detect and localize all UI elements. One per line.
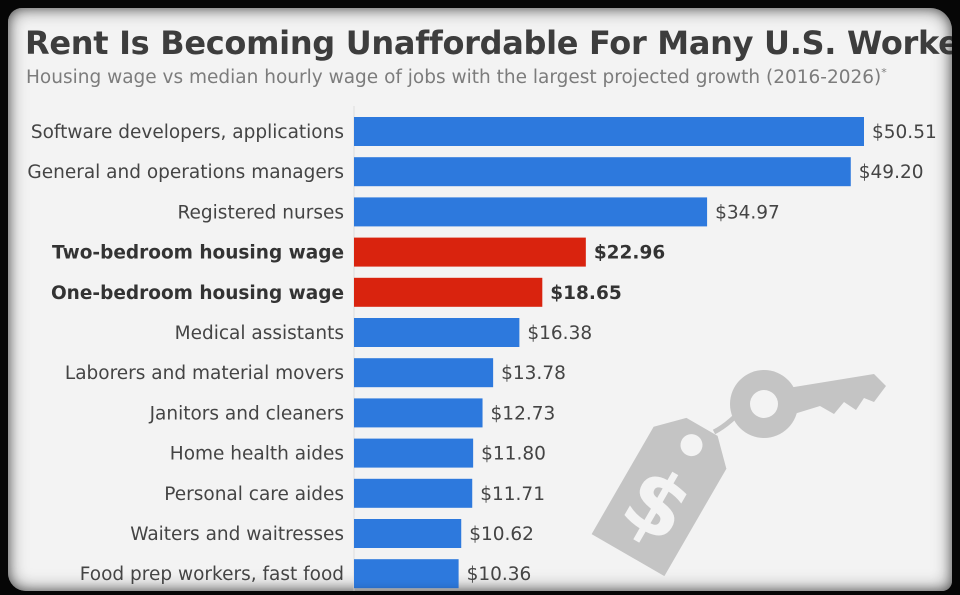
category-label: Home health aides	[170, 444, 344, 465]
category-label: One-bedroom housing wage	[51, 283, 344, 304]
category-label: Medical assistants	[175, 323, 344, 344]
bar-chart: $ Software developers, applications $50.5…	[27, 106, 937, 591]
chart-title: Rent Is Becoming Unaffordable For Many U…	[25, 24, 952, 62]
value-label: $13.78	[501, 363, 566, 384]
value-label: $16.38	[527, 323, 592, 344]
value-label: $10.36	[467, 564, 532, 585]
wage-bar	[354, 157, 851, 187]
category-label: Waiters and waitresses	[130, 524, 344, 545]
wage-bar	[354, 559, 459, 589]
value-label: $50.51	[872, 122, 937, 143]
wage-bar	[354, 519, 462, 548]
rent-illustration: $	[591, 370, 886, 577]
category-label: Janitors and cleaners	[149, 403, 344, 424]
chart-subtitle-text: Housing wage vs median hourly wage of jo…	[26, 67, 882, 89]
bars-group: Software developers, applications $50.51 G…	[27, 117, 937, 589]
housing-wage-bar	[354, 237, 586, 267]
wage-bar	[354, 358, 494, 388]
key-ring-hole	[750, 390, 778, 418]
chart-subtitle: Housing wage vs median hourly wage of jo…	[26, 66, 887, 88]
wage-bar	[354, 398, 483, 428]
wage-bar	[354, 438, 474, 468]
footnote-marker: *	[881, 66, 887, 79]
wage-bar	[354, 197, 708, 227]
wage-bar	[354, 478, 473, 508]
category-label: General and operations managers	[27, 162, 344, 183]
category-label: Registered nurses	[178, 202, 344, 223]
wage-bar	[354, 117, 864, 146]
value-label: $11.71	[480, 484, 545, 505]
value-label: $10.62	[469, 524, 534, 545]
value-label: $34.97	[715, 202, 780, 223]
category-label: Two-bedroom housing wage	[52, 243, 344, 264]
value-label: $12.73	[491, 403, 556, 424]
price-tag-icon: $	[591, 417, 727, 577]
value-label: $11.80	[481, 444, 546, 465]
chart-card: Rent Is Becoming Unaffordable For Many U…	[8, 8, 952, 591]
wage-bar	[354, 318, 520, 347]
tag-string	[712, 402, 750, 435]
value-label: $49.20	[859, 162, 924, 183]
category-label: Food prep workers, fast food	[80, 564, 344, 585]
category-label: Personal care aides	[164, 484, 344, 505]
value-label: $22.96	[594, 243, 665, 264]
value-label: $18.65	[550, 283, 621, 304]
housing-wage-bar	[354, 277, 543, 307]
category-label: Software developers, applications	[31, 122, 344, 143]
category-label: Laborers and material movers	[65, 363, 344, 384]
